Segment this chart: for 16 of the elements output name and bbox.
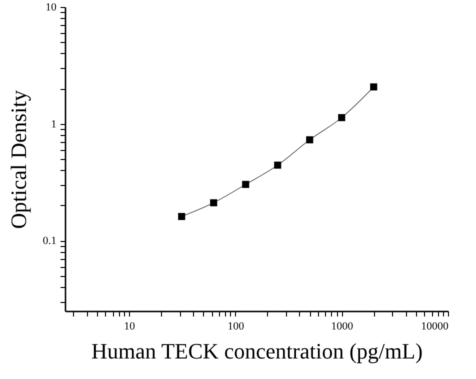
- x-tick-label: 1000: [331, 320, 354, 332]
- x-tick-label: 10: [124, 320, 136, 332]
- y-tick-label: 1: [51, 118, 56, 130]
- y-axis-title: Optical Density: [6, 90, 31, 229]
- point: [242, 180, 250, 188]
- y-tick-label: 10: [46, 2, 57, 14]
- x-tick-label: 100: [228, 320, 245, 332]
- point: [210, 199, 218, 206]
- y-tick-label: 0.1: [42, 235, 56, 248]
- point: [306, 136, 314, 144]
- point: [274, 162, 282, 169]
- point: [178, 212, 186, 220]
- x-axis-title: Human TECK concentration (pg/mL): [91, 338, 423, 364]
- x-tick-label: 10000: [421, 320, 449, 332]
- point: [370, 83, 378, 90]
- point: [338, 114, 346, 122]
